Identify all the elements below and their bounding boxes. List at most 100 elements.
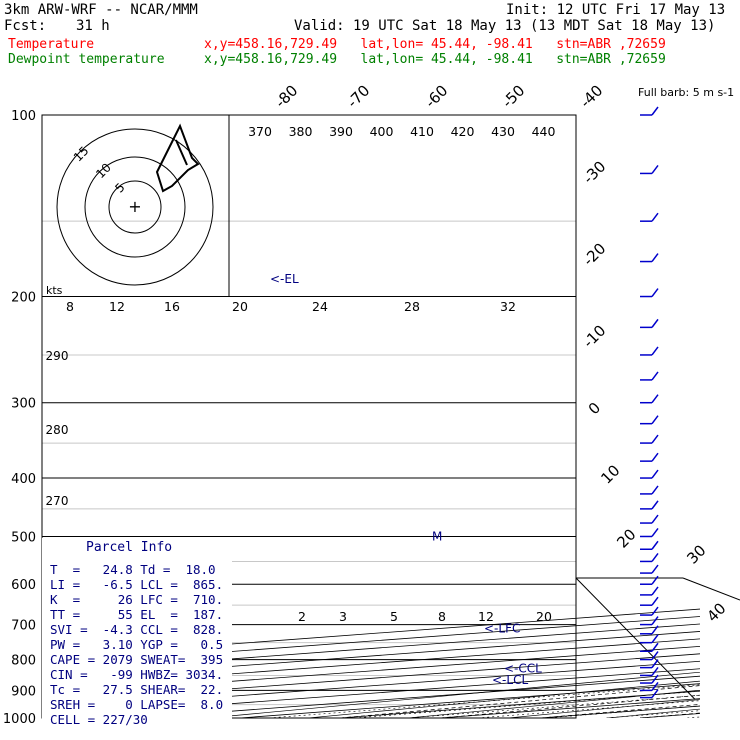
wind-barb [651, 606, 659, 616]
mixing-ratio-label: 8 [438, 609, 446, 624]
wind-barb [651, 346, 659, 356]
isotherm-label: -30 [579, 157, 609, 187]
model-title: 3km ARW-WRF -- NCAR/MMM [4, 2, 198, 18]
wind-barb [651, 253, 659, 263]
dry-adiabat-line [308, 680, 700, 718]
wind-barb [651, 564, 659, 574]
isotherm-label: 0 [585, 399, 604, 418]
wind-barb [651, 528, 659, 537]
isotherm-line [42, 616, 700, 667]
parcel-row: T = 24.8 Td = 18.0 [50, 562, 216, 577]
theta-label: 390 [329, 124, 353, 139]
pressure-label: 100 [11, 109, 36, 124]
wind-barb [651, 514, 659, 524]
moist-adiabat-line [539, 704, 700, 718]
wind-barb [651, 681, 659, 691]
hodograph-ring [84, 156, 186, 258]
isotherm-line [339, 690, 700, 718]
theta-label: 440 [532, 124, 556, 139]
pressure-label: 200 [11, 291, 36, 306]
pressure-label: 300 [11, 397, 36, 412]
wind-barb [651, 666, 659, 676]
wind-barb [651, 586, 659, 596]
wind-barb [651, 212, 659, 222]
init-time: Init: 12 UTC Fri 17 May 13 [506, 2, 726, 18]
isotherm-label: 40 [703, 599, 729, 625]
parcel-row: TT = 55 EL = 187. [50, 607, 224, 622]
wind-barb [651, 485, 659, 495]
wind-barb [651, 415, 659, 425]
forecast-hours: 31 h [76, 18, 110, 34]
level-annotation: <-LCL [492, 673, 528, 687]
isotherm-label: 10 [597, 461, 623, 487]
pressure-label: 600 [11, 578, 36, 593]
wind-barb [651, 288, 659, 297]
parcel-row: K = 26 LFC = 710. [50, 592, 224, 607]
wind-barb [651, 394, 659, 404]
wind-barb [651, 552, 659, 562]
moist-adiabat-line [339, 685, 700, 718]
theta-e-label: 280 [46, 423, 69, 437]
theta-label: 380 [289, 124, 313, 139]
wind-barb [651, 689, 659, 699]
theta-e-label: 290 [46, 349, 69, 363]
mixing-ratio-label: 32 [500, 299, 516, 314]
isotherm-label: -50 [498, 81, 528, 111]
mixing-ratio-label: 24 [312, 299, 328, 314]
plot-frame [41, 114, 577, 719]
wind-barb [651, 318, 659, 328]
frame-diagonal [575, 577, 696, 700]
parcel-row: SREH = 0 LAPSE= 8.0 [50, 697, 224, 712]
wind-barb-header: Full barb: 5 m s-1 [638, 86, 734, 99]
pressure-label: 400 [11, 472, 36, 487]
wind-barb [651, 659, 659, 669]
pressure-label: 900 [11, 684, 36, 699]
mixing-ratio-label: 5 [390, 609, 398, 624]
theta-label: 400 [370, 124, 394, 139]
level-annotation: M [432, 529, 442, 543]
isotherm-label: -10 [579, 321, 609, 351]
parcel-row: Tc = 27.5 SHEAR= 22. [50, 682, 224, 697]
valid-time: Valid: 19 UTC Sat 18 May 13 (13 MDT Sat … [294, 18, 716, 34]
parcel-row: CIN = -99 HWBZ= 3034. [50, 667, 224, 682]
pressure-label: 1000 [3, 712, 36, 727]
wind-barb [651, 371, 659, 381]
parcel-row: PW = 3.10 YGP = 0.5 [50, 637, 224, 652]
mixing-ratio-label: 3 [339, 609, 347, 624]
parcel-info-title: Parcel Info [86, 540, 173, 555]
theta-e-label: 270 [46, 494, 69, 508]
parcel-info-panel: Parcel Info T = 24.8 Td = 18.0 LI = -6.5… [42, 538, 232, 728]
wind-barb [651, 596, 659, 606]
isotherm-label: -60 [421, 81, 451, 111]
theta-label: 370 [248, 124, 272, 139]
isotherm-label: 20 [613, 525, 639, 551]
hodograph-center-mark: + [128, 197, 141, 216]
wind-barb [651, 625, 659, 635]
level-annotation: <-LFC [484, 621, 520, 635]
isotherm-label: -70 [343, 81, 373, 111]
level-annotation: <-CCL [504, 662, 542, 676]
dewpoint-location: x,y=458.16,729.49 lat,lon= 45.44, -98.41… [204, 52, 666, 67]
wind-barb [651, 434, 659, 444]
hodograph-trace [155, 123, 200, 193]
isotherm-label: -40 [576, 81, 606, 111]
dry-adiabat-line [408, 689, 700, 718]
wind-barb [651, 674, 659, 684]
pressure-label: 700 [11, 619, 36, 634]
mixing-ratio-label: 8 [66, 299, 74, 314]
mixing-ratio-label: 12 [109, 299, 125, 314]
dry-adiabat-line [709, 115, 740, 718]
isotherm-line [42, 608, 700, 659]
isotherm-label: 30 [683, 541, 709, 567]
mixing-ratio-label: 28 [404, 299, 420, 314]
parcel-row: CAPE = 2079 SWEAT= 395 [50, 652, 224, 667]
frame-extension [682, 577, 740, 601]
wind-barb [651, 642, 659, 652]
forecast-label: Fcst: [4, 18, 47, 34]
dry-adiabat-line [208, 671, 700, 718]
mixing-ratio-label: 12 [478, 609, 494, 624]
wind-barb [651, 106, 659, 116]
parcel-row: CELL = 227/30 [50, 712, 148, 727]
mixing-ratio-label: 2 [298, 609, 306, 624]
